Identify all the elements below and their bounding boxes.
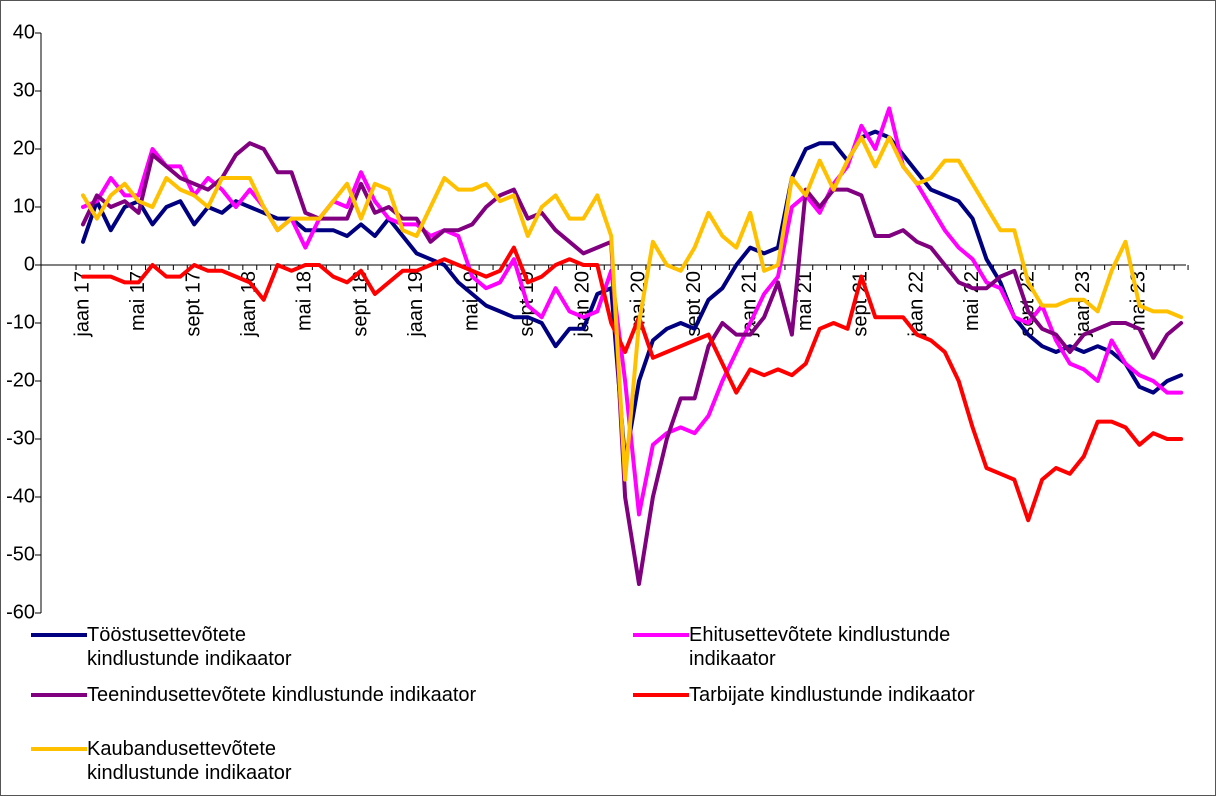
legend-swatch — [31, 633, 87, 637]
legend-swatch — [31, 747, 87, 751]
legend-label: Teenindusettevõtete kindlustunde indikaa… — [87, 684, 477, 706]
x-tick-label: jaan 23 — [1072, 271, 1094, 338]
y-tick-label: 10 — [13, 195, 35, 217]
y-tick-label: 0 — [24, 253, 35, 275]
legend-swatch — [633, 633, 689, 637]
legend-item: Kaubandusettevõtete kindlustunde indikaa… — [31, 737, 347, 785]
legend-label: Kaubandusettevõtete kindlustunde indikaa… — [87, 738, 292, 784]
legend-label: Tarbijate kindlustunde indikaator — [689, 684, 975, 706]
legend-item: Ehitusettevõtete kindlustunde indikaator — [633, 623, 989, 671]
legend: Tööstusettevõtete kindlustunde indikaato… — [1, 621, 1215, 795]
x-tick-label: jaan 21 — [738, 271, 760, 338]
x-tick-label: sept 17 — [182, 271, 204, 337]
x-tick-label: mai 22 — [961, 271, 983, 331]
y-tick-label: -30 — [6, 427, 35, 449]
x-tick-label: mai 21 — [794, 271, 816, 331]
y-tick-label: 20 — [13, 137, 35, 159]
y-tick-label: -50 — [6, 543, 35, 565]
legend-item: Teenindusettevõtete kindlustunde indikaa… — [31, 683, 476, 707]
legend-item: Tarbijate kindlustunde indikaator — [633, 683, 975, 707]
legend-label: Ehitusettevõtete kindlustunde indikaator — [689, 624, 951, 670]
x-tick-label: sept 18 — [349, 271, 371, 337]
y-tick-label: 40 — [13, 21, 35, 43]
x-tick-label: jaan 17 — [71, 271, 93, 338]
legend-label: Tööstusettevõtete kindlustunde indikaato… — [87, 624, 292, 670]
series-line — [81, 135, 1184, 482]
y-tick-label: -10 — [6, 311, 35, 333]
x-tick-label: mai 19 — [460, 271, 482, 331]
x-tick-label: jaan 22 — [905, 271, 927, 338]
series-line — [81, 141, 1184, 586]
y-tick-label: -60 — [6, 601, 35, 621]
plot: -60 -50 -40 -30 -20 -10 0 10 20 30 40 jaan 17 mai 17… — [6, 21, 1189, 621]
x-tick-label: mai 18 — [294, 271, 316, 331]
y-tick-label: 30 — [13, 79, 35, 101]
series-line — [81, 245, 1184, 523]
legend-item: Tööstusettevõtete kindlustunde indikaato… — [31, 623, 317, 671]
y-tick-label: -40 — [6, 485, 35, 507]
legend-swatch — [31, 693, 87, 697]
legend-swatch — [633, 693, 689, 697]
x-tick-label: jaan 19 — [405, 271, 427, 338]
x-tick-label: mai 17 — [127, 271, 149, 331]
y-tick-label: -20 — [6, 369, 35, 391]
